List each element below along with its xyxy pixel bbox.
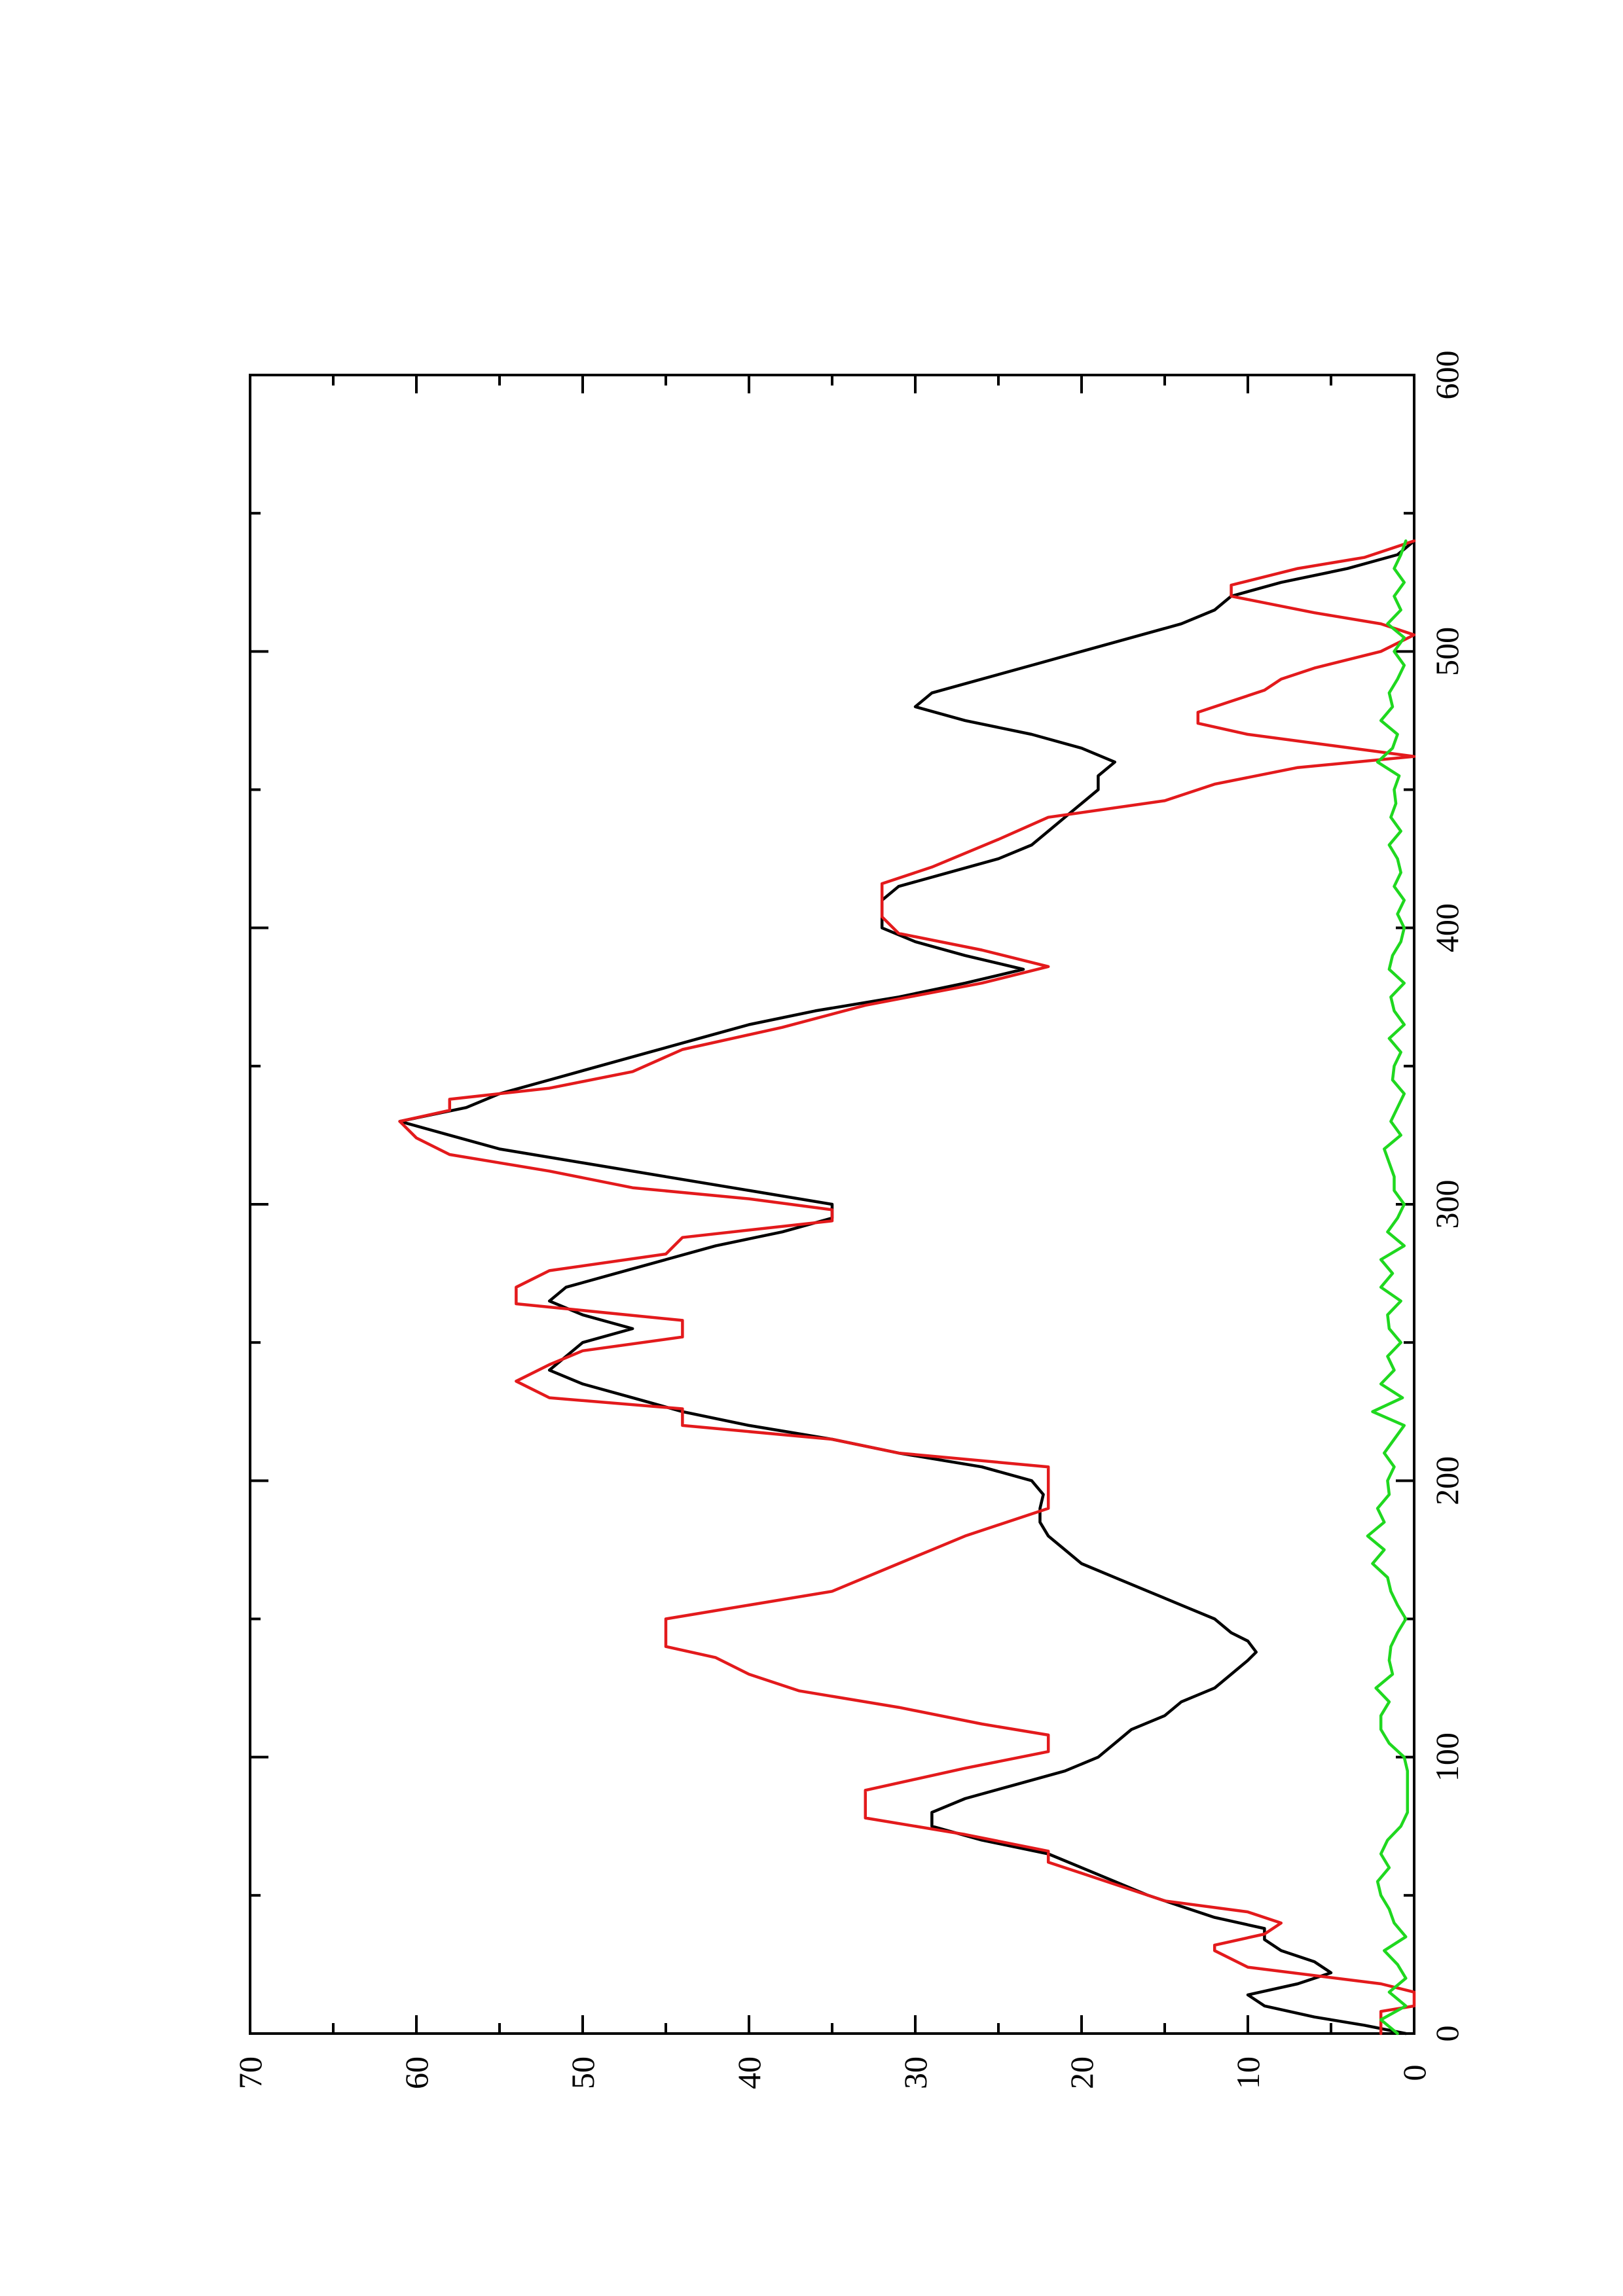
- x-tick-label: 200: [1429, 1456, 1465, 1505]
- y-tick-label: 30: [897, 2056, 934, 2089]
- y-tick-label: 40: [731, 2056, 767, 2089]
- x-tick-label: 400: [1429, 903, 1465, 952]
- red-series-line: [398, 539, 1416, 2036]
- x-tick-label: 100: [1429, 1732, 1465, 1782]
- axis-ticks: [249, 374, 1415, 2035]
- x-tick-label: 500: [1429, 627, 1465, 676]
- y-tick-label: 20: [1063, 2056, 1100, 2089]
- x-tick-label: 300: [1429, 1180, 1465, 1229]
- y-tick-label: 70: [232, 2056, 268, 2089]
- y-tick-label: 50: [564, 2056, 601, 2089]
- y-tick-label: 0: [1396, 2065, 1432, 2081]
- x-tick-label: 0: [1429, 2026, 1465, 2042]
- y-tick-label: 10: [1230, 2056, 1266, 2089]
- data-series: [398, 539, 1416, 2036]
- black-series-line: [398, 539, 1416, 2036]
- x-tick-label: 600: [1429, 351, 1465, 400]
- y-tick-label: 60: [398, 2056, 435, 2089]
- axis-tick-labels: 0 100 200 300 400 500 600 0 10 20 30 40 50 60 70: [232, 351, 1465, 2090]
- green-series-line: [1366, 539, 1410, 2036]
